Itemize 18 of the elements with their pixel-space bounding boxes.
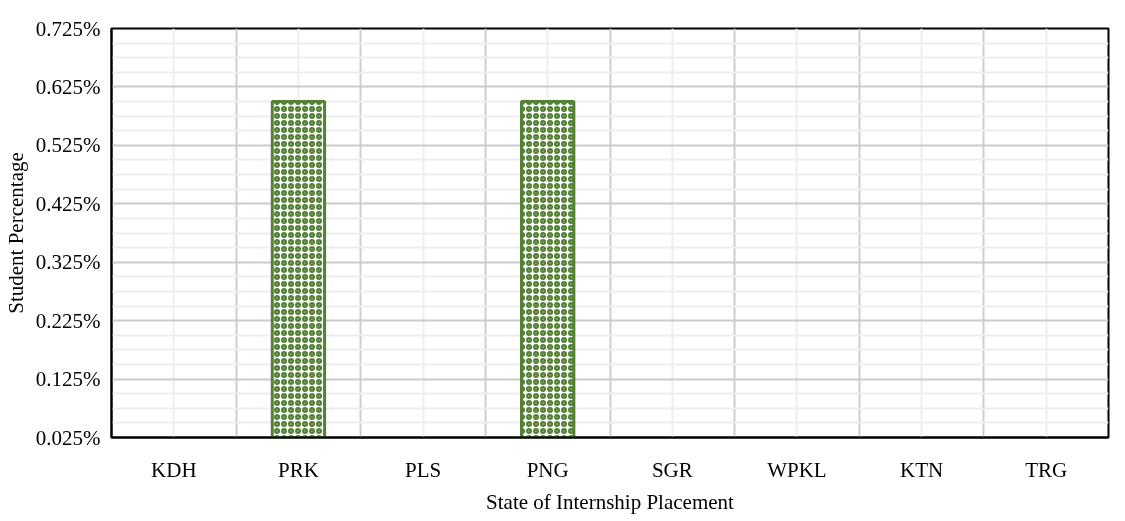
x-tick-label: KTN [899, 457, 944, 482]
y-tick-label: 0.525% [35, 133, 101, 158]
x-tick-label: WPKL [767, 457, 827, 482]
y-tick-label: 0.725% [35, 16, 101, 41]
x-tick-label: SGR [651, 457, 693, 482]
x-tick-label: TRG [1025, 457, 1068, 482]
y-tick-label: 0.625% [35, 74, 101, 99]
x-axis-title: State of Internship Placement [486, 489, 735, 514]
y-tick-label: 0.425% [35, 191, 101, 216]
x-tick-label: PRK [278, 457, 319, 482]
x-tick-label: PLS [404, 457, 442, 482]
y-tick-label: 0.025% [35, 425, 101, 450]
y-tick-label: 0.325% [35, 250, 101, 275]
y-tick-label: 0.225% [35, 308, 101, 333]
x-tick-label: PNG [526, 457, 569, 482]
x-tick-label: KDH [151, 457, 197, 482]
y-axis-title: Student Percentage [3, 152, 28, 314]
y-tick-label: 0.125% [35, 367, 101, 392]
